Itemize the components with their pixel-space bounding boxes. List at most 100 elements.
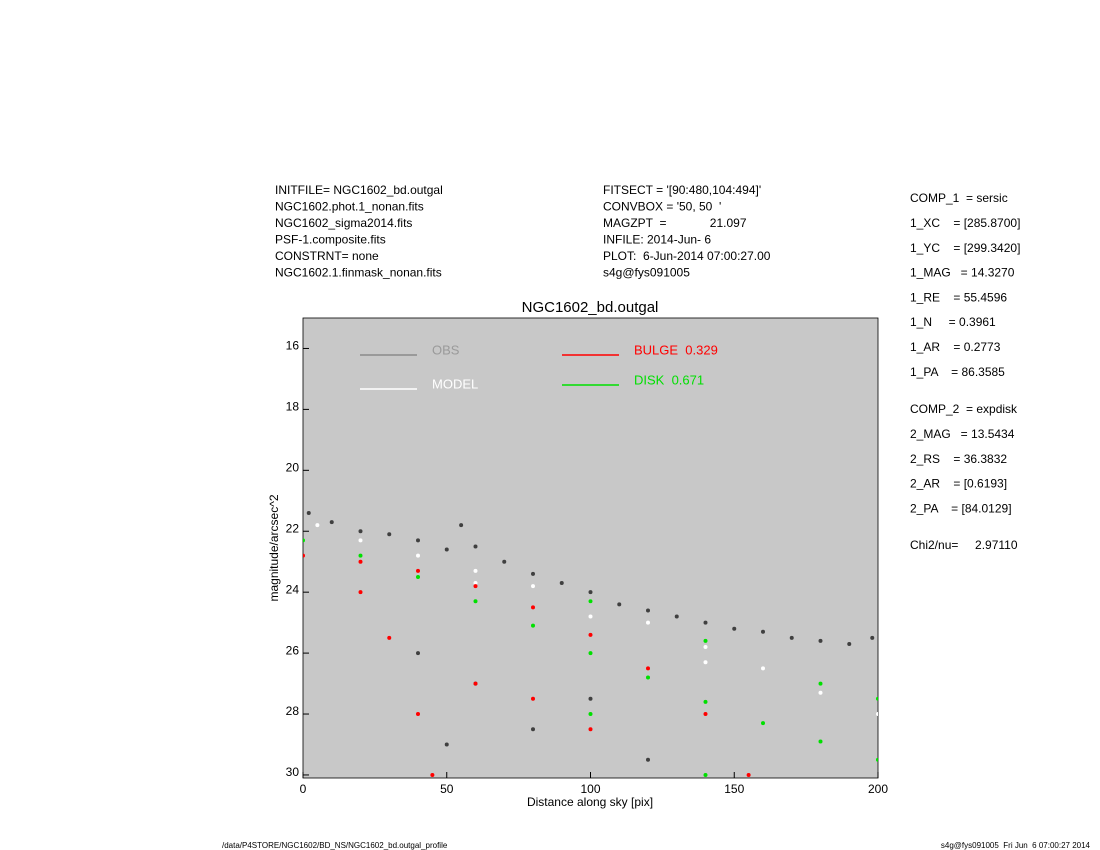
scatter-point	[847, 641, 852, 646]
y-tick-label: 18	[286, 400, 300, 414]
y-tick-label: 22	[286, 521, 300, 535]
scatter-point	[674, 614, 679, 619]
scatter-point	[531, 584, 535, 589]
scatter-point	[646, 675, 650, 680]
header-left-line: NGC1602.1.finmask_nonan.fits	[275, 266, 442, 280]
header-middle-line: CONVBOX = '50, 50 '	[603, 200, 721, 214]
param-line: 1_PA = 86.3585	[910, 365, 1005, 379]
param-line: 1_AR = 0.2773	[910, 340, 1001, 354]
header-left-line: NGC1602.phot.1_nonan.fits	[275, 200, 424, 214]
scatter-point	[559, 581, 564, 586]
scatter-point	[703, 660, 708, 665]
param-line: 1_RE = 55.4596	[910, 290, 1007, 304]
scatter-point	[588, 632, 593, 637]
chart-title: NGC1602_bd.outgal	[522, 299, 659, 316]
param-line: 2_MAG = 13.5434	[910, 427, 1015, 441]
scatter-point	[646, 608, 650, 613]
scatter-point	[473, 584, 478, 589]
scatter-point	[473, 568, 478, 573]
scatter-point	[588, 590, 593, 595]
scatter-point	[876, 757, 878, 762]
scatter-point	[617, 602, 622, 607]
scatter-point	[703, 638, 708, 643]
scatter-point	[416, 651, 420, 656]
scatter-point	[473, 581, 478, 586]
scatter-point	[315, 523, 320, 528]
scatter-point	[588, 727, 593, 732]
scatter-point	[430, 772, 435, 777]
scatter-point	[703, 772, 708, 777]
param-line: 2_PA = [84.0129]	[910, 501, 1012, 515]
scatter-point	[761, 721, 765, 726]
scatter-point	[531, 623, 535, 628]
scatter-point	[473, 599, 478, 604]
param-line: COMP_1 = sersic	[910, 191, 1008, 205]
x-tick-label: 200	[868, 782, 888, 796]
header-middle-line: INFILE: 2014-Jun- 6	[603, 233, 711, 247]
footer-right: s4g@fys091005 Fri Jun 6 07:00:27 2014	[941, 841, 1091, 850]
scatter-point	[387, 532, 392, 537]
y-tick-label: 28	[286, 704, 300, 718]
plot-marks	[303, 510, 878, 777]
header-middle-line: PLOT: 6-Jun-2014 07:00:27.00	[603, 249, 771, 263]
scatter-point	[416, 574, 420, 579]
param-line: 1_XC = [285.8700]	[910, 216, 1020, 230]
scatter-point	[646, 620, 650, 625]
y-tick-label: 26	[286, 643, 300, 657]
header-left-line: INITFILE= NGC1602_bd.outgal	[275, 183, 443, 197]
x-axis-label: Distance along sky [pix]	[527, 795, 653, 809]
legend-label: OBS	[432, 342, 460, 357]
scatter-point	[358, 559, 363, 564]
y-tick-label: 16	[286, 339, 300, 353]
scatter-point	[703, 712, 708, 717]
chi-square: Chi2/nu= 2.97110	[910, 538, 1018, 552]
scatter-point	[358, 529, 363, 534]
scatter-point	[703, 620, 708, 625]
scatter-point	[303, 538, 305, 543]
scatter-point	[416, 553, 420, 558]
scatter-point	[358, 590, 363, 595]
x-tick-label: 50	[440, 782, 454, 796]
scatter-point	[416, 712, 420, 717]
scatter-point	[588, 614, 593, 619]
scatter-point	[876, 696, 878, 701]
scatter-point	[761, 666, 765, 671]
plot-area	[302, 317, 879, 779]
scatter-point	[588, 651, 593, 656]
scatter-point	[870, 635, 875, 640]
y-tick-label: 24	[286, 582, 300, 596]
y-tick-label: 20	[286, 460, 300, 474]
scatter-point	[358, 553, 363, 558]
scatter-point	[761, 629, 765, 634]
scatter-point	[746, 772, 751, 777]
scatter-point	[818, 739, 823, 744]
scatter-point	[703, 645, 708, 650]
scatter-point	[876, 712, 878, 717]
scatter-point	[531, 696, 535, 701]
param-line: 1_MAG = 14.3270	[910, 266, 1015, 280]
legend-label: DISK 0.671	[634, 372, 704, 387]
scatter-point	[303, 553, 305, 558]
param-line: 2_AR = [0.6193]	[910, 477, 1007, 491]
scatter-point	[818, 690, 823, 695]
y-tick-label: 30	[286, 765, 300, 779]
scatter-point	[646, 666, 650, 671]
scatter-point	[531, 571, 535, 576]
header-left-line: NGC1602_sigma2014.fits	[275, 216, 412, 230]
y-axis-label: magnitude/arcsec^2	[267, 494, 281, 601]
scatter-point	[473, 544, 478, 549]
legend-label: BULGE 0.329	[634, 342, 718, 357]
scatter-point	[358, 538, 363, 543]
param-line: 1_N = 0.3961	[910, 315, 996, 329]
scatter-point	[387, 635, 392, 640]
scatter-point	[703, 699, 708, 704]
legend-label: MODEL	[432, 376, 478, 391]
footer-left: /data/P4STORE/NGC1602/BD_NS/NGC1602_bd.o…	[222, 841, 448, 850]
scatter-point	[473, 681, 478, 686]
scatter-point	[444, 547, 449, 552]
scatter-point	[329, 520, 334, 525]
scatter-point	[459, 523, 464, 528]
scatter-point	[444, 742, 449, 747]
x-tick-label: 100	[580, 782, 600, 796]
